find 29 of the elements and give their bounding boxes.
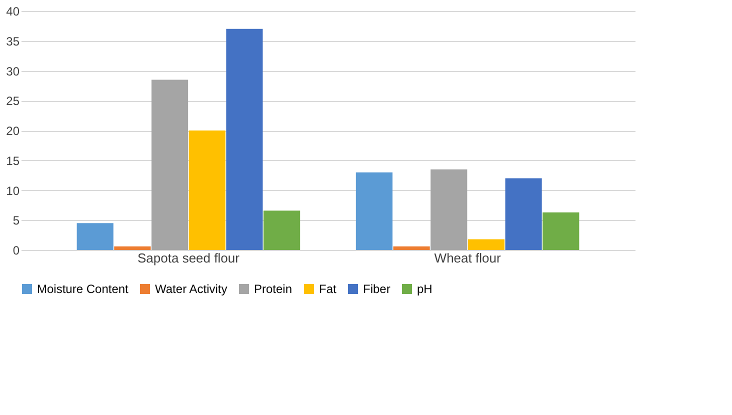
bar: [430, 169, 468, 250]
y-tick-label: 25: [6, 94, 20, 108]
legend-label: Protein: [254, 282, 292, 296]
legend-label: Fat: [319, 282, 338, 296]
y-tick-label: 30: [6, 64, 20, 78]
y-tick-label: 15: [6, 154, 20, 168]
bar: [151, 80, 188, 250]
bar: [393, 246, 430, 250]
bar: [226, 28, 263, 250]
bar: [114, 246, 151, 250]
bar: [356, 172, 392, 250]
bar: [188, 130, 226, 250]
bar: [76, 223, 114, 250]
y-tick-label: 20: [6, 124, 20, 138]
y-tick-label: 10: [6, 184, 20, 198]
legend-label: Water Activity: [155, 282, 228, 296]
x-tick-label: Sapota seed flour: [138, 250, 240, 266]
bar: [542, 212, 580, 250]
y-tick-label: 5: [12, 214, 20, 228]
legend-label: Fiber: [363, 282, 390, 296]
x-tick-label: Wheat flour: [434, 250, 502, 266]
y-tick-label: 0: [12, 244, 20, 258]
bar: [264, 210, 300, 250]
y-tick-label: 35: [6, 34, 20, 48]
legend-label: Moisture Content: [37, 282, 130, 296]
legend-label: pH: [417, 282, 432, 296]
bar: [468, 239, 505, 250]
bar: [505, 178, 542, 250]
y-tick-label: 40: [6, 4, 20, 18]
